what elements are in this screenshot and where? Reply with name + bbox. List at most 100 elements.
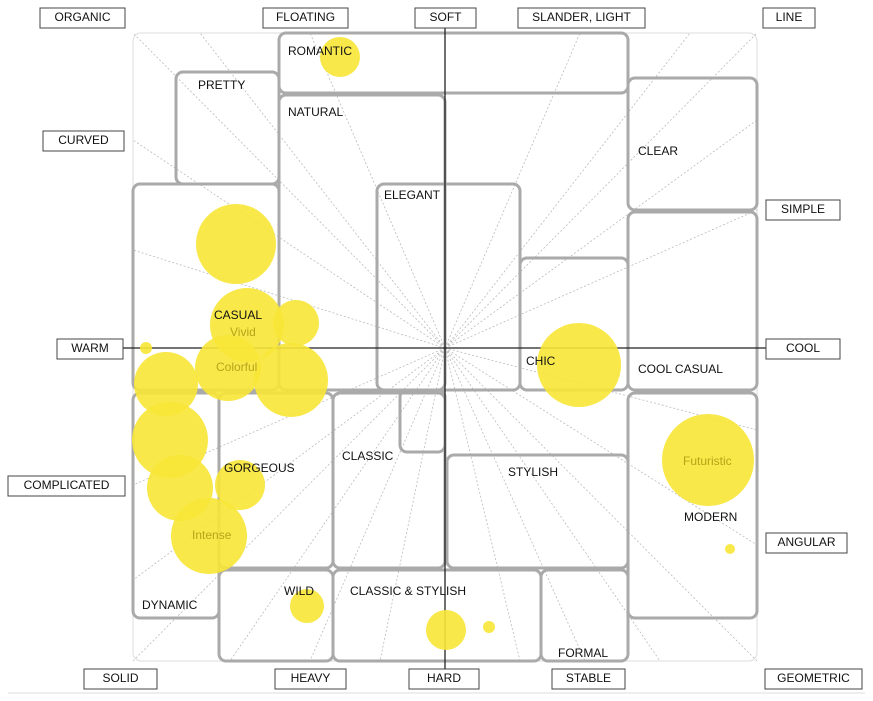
bubble (140, 342, 152, 354)
label-box (765, 532, 848, 554)
region-label: WILD (284, 584, 314, 598)
label-text: SLANDER, LIGHT (532, 10, 631, 24)
radial-line (132, 347, 446, 486)
label-box (56, 338, 124, 360)
label-box (764, 668, 863, 690)
label-text: COOL (786, 341, 820, 355)
color-word: Vivid (230, 325, 256, 339)
label-text: HEAVY (291, 671, 331, 685)
bubble (725, 544, 735, 554)
bubble (195, 335, 261, 401)
radial-line (132, 347, 446, 662)
bubble (134, 352, 198, 416)
axis-label: HARD (408, 668, 480, 690)
label-box (551, 668, 626, 690)
label-box (274, 668, 347, 690)
radial-line (444, 119, 758, 349)
region-box (626, 210, 759, 392)
axis-label: CURVED (42, 130, 125, 152)
region-box (375, 182, 522, 392)
radial-line (444, 32, 758, 349)
radial-line (444, 347, 758, 662)
radial-line (379, 347, 446, 662)
region-label: DYNAMIC (142, 598, 198, 612)
axis-label: COMPLICATED (7, 475, 126, 497)
bubble (537, 323, 621, 407)
label-box (414, 7, 477, 29)
axis-label: COOL (765, 338, 841, 360)
axis-label: SLANDER, LIGHT (517, 7, 646, 29)
bubble (662, 414, 754, 506)
bubble (320, 37, 360, 77)
region-label: GORGEOUS (224, 461, 295, 475)
radial-line (309, 32, 446, 349)
bubble (426, 610, 466, 650)
axis-label: STABLE (551, 668, 626, 690)
region-label: STYLISH (508, 465, 558, 479)
label-text: FLOATING (276, 10, 335, 24)
label-text: ORGANIC (54, 10, 110, 24)
radial-line (199, 32, 446, 349)
region-label: ROMANTIC (288, 44, 352, 58)
axis-label: SOFT (414, 7, 477, 29)
label-box (83, 668, 158, 690)
label-text: SOFT (430, 10, 463, 24)
region-box (539, 568, 630, 663)
color-word: Futuristic (683, 454, 732, 468)
radial-line (132, 249, 446, 349)
axis-label: GEOMETRIC (764, 668, 863, 690)
bubble (171, 498, 247, 574)
color-word: Intense (192, 528, 232, 542)
label-box (765, 199, 841, 221)
label-text: WARM (71, 341, 109, 355)
label-text: CURVED (58, 133, 109, 147)
bubble (483, 621, 495, 633)
region-label: FORMAL (558, 646, 608, 660)
axis-label: HEAVY (274, 668, 347, 690)
label-text: LINE (776, 10, 803, 24)
bubble (273, 300, 319, 346)
radial-line (444, 347, 586, 662)
region-label: CHIC (526, 354, 556, 368)
label-box (42, 130, 125, 152)
label-text: HARD (427, 671, 461, 685)
label-box (408, 668, 480, 690)
label-box (762, 7, 816, 29)
region-label: CASUAL (214, 308, 262, 322)
label-text: ANGULAR (777, 535, 835, 549)
region-box (277, 31, 630, 95)
bubble (290, 589, 324, 623)
axis-label: LINE (762, 7, 816, 29)
region-box (626, 391, 759, 620)
label-text: GEOMETRIC (777, 671, 850, 685)
radial-line (444, 347, 758, 546)
region-label: MODERN (684, 510, 737, 524)
axis-label: SOLID (83, 668, 158, 690)
region-label: COOL CASUAL (638, 362, 723, 376)
region-label: ELEGANT (384, 188, 441, 202)
axis-label: FLOATING (262, 7, 349, 29)
axis-label: ANGULAR (765, 532, 848, 554)
radial-line (444, 209, 758, 349)
radial-line (444, 347, 661, 662)
radial-line (444, 32, 581, 349)
radial-line (444, 32, 691, 349)
label-box (39, 7, 126, 29)
radial-line (229, 347, 446, 662)
region-label: CLASSIC & STYLISH (350, 584, 466, 598)
axis-label: ORGANIC (39, 7, 126, 29)
color-word: Colorful (216, 360, 257, 374)
region-label: CLEAR (638, 144, 678, 158)
region-label: PRETTY (198, 78, 245, 92)
label-text: SOLID (102, 671, 138, 685)
bubble (196, 204, 276, 284)
label-text: SIMPLE (781, 202, 825, 216)
region-label: CLASSIC (342, 449, 394, 463)
radial-line (444, 347, 521, 662)
region-box (626, 76, 759, 212)
label-text: COMPLICATED (24, 478, 110, 492)
label-box (765, 338, 841, 360)
axis-label: SIMPLE (765, 199, 841, 221)
label-box (262, 7, 349, 29)
